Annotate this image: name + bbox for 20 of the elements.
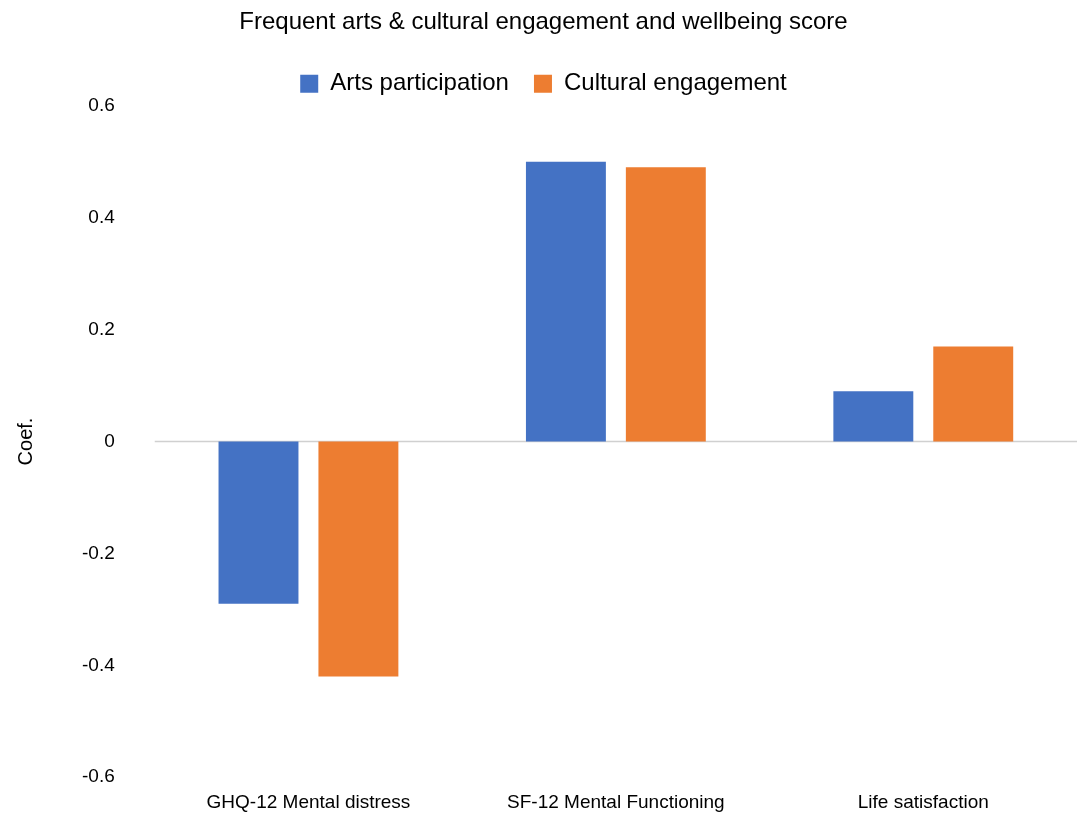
- y-tick-label: -0.6: [81, 765, 115, 787]
- bar: [318, 441, 399, 677]
- y-axis-title: Coef.: [13, 417, 36, 466]
- y-tick-label: -0.2: [81, 541, 115, 563]
- bar: [525, 161, 606, 442]
- y-tick-label: 0.2: [88, 317, 115, 339]
- y-tick-label: -0.4: [81, 653, 116, 675]
- x-tick-label: GHQ-12 Mental distress: [206, 790, 411, 812]
- bar: [833, 391, 914, 442]
- chart-title: Frequent arts & cultural engagement and wellbeing score: [239, 7, 848, 35]
- legend-label: Cultural engagement: [563, 68, 788, 96]
- y-tick-label: 0.4: [88, 205, 116, 227]
- x-tick-label: Life satisfaction: [857, 790, 989, 812]
- bar: [218, 441, 299, 604]
- y-tick-label: 0: [104, 429, 115, 451]
- legend-label: Arts participation: [330, 68, 509, 96]
- bar: [933, 346, 1014, 442]
- bar: [625, 167, 706, 442]
- x-tick-label: SF-12 Mental Functioning: [507, 790, 725, 812]
- y-tick-label: 0.6: [88, 94, 115, 116]
